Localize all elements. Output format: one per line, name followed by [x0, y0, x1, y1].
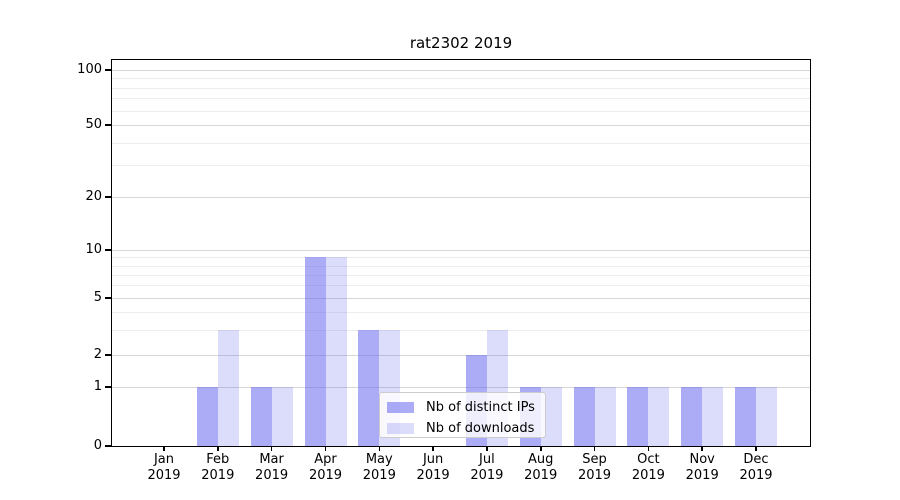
bar-downloads	[702, 387, 724, 446]
x-tick-label: Apr 2019	[308, 452, 343, 483]
bar-distinct-ips	[627, 387, 649, 446]
legend-item-downloads: Nb of downloads	[387, 420, 545, 436]
bar-downloads	[594, 387, 616, 446]
minor-gridline	[112, 87, 810, 89]
x-tick	[540, 446, 542, 451]
major-gridline	[112, 387, 810, 388]
y-tick-label: 5	[93, 290, 102, 305]
x-tick-label: Dec 2019	[739, 452, 773, 483]
x-tick	[217, 446, 219, 451]
x-tick-label: Jun 2019	[416, 452, 450, 483]
bar-distinct-ips	[250, 387, 272, 446]
major-gridline	[112, 355, 810, 356]
y-tick	[105, 196, 112, 198]
x-tick	[701, 446, 703, 451]
minor-gridline	[112, 329, 810, 331]
legend-item-distinct-ips: Nb of distinct IPs	[387, 399, 545, 415]
x-tick-label: Mar 2019	[255, 452, 289, 483]
x-tick	[163, 446, 165, 451]
minor-gridline	[112, 285, 810, 287]
y-tick	[105, 297, 112, 299]
x-tick	[378, 446, 380, 451]
major-gridline	[112, 250, 810, 251]
y-tick	[105, 386, 112, 388]
bar-downloads	[271, 387, 293, 446]
y-tick-label: 1	[93, 379, 102, 394]
y-tick-label: 2	[93, 347, 102, 362]
y-tick-label: 20	[85, 189, 102, 204]
x-tick-label: Jan 2019	[147, 452, 181, 483]
x-tick	[593, 446, 596, 451]
y-tick-label: 50	[85, 117, 102, 132]
x-tick-label: Feb 2019	[201, 452, 235, 483]
y-tick	[105, 249, 112, 251]
x-tick	[486, 446, 488, 451]
minor-gridline	[112, 110, 810, 112]
minor-gridline	[112, 257, 810, 259]
bar-downloads	[648, 387, 670, 446]
x-tick-label: Aug 2019	[524, 452, 558, 483]
y-tick	[105, 69, 112, 71]
major-gridline	[112, 298, 810, 299]
y-tick-label: 100	[77, 62, 102, 77]
bar-downloads	[217, 329, 239, 446]
minor-gridline	[112, 265, 810, 267]
bar-downloads	[325, 257, 347, 446]
x-tick-label: Oct 2019	[631, 452, 665, 483]
bar-distinct-ips	[196, 387, 218, 446]
x-tick-label: Sep 2019	[577, 452, 612, 483]
chart-title: rat2302 2019	[409, 34, 513, 52]
y-tick-label: 0	[93, 438, 102, 453]
legend: Nb of distinct IPs Nb of downloads	[379, 392, 546, 438]
y-tick	[105, 354, 112, 356]
x-tick	[270, 446, 273, 451]
minor-gridline	[112, 274, 810, 276]
bar-downloads	[756, 387, 777, 446]
minor-gridline	[112, 142, 810, 144]
bar-distinct-ips	[573, 387, 595, 446]
y-tick	[105, 124, 112, 126]
bar-distinct-ips	[735, 387, 756, 446]
x-tick	[755, 446, 757, 451]
minor-gridline	[112, 311, 810, 313]
legend-swatch-downloads	[387, 422, 414, 434]
x-tick-label: May 2019	[362, 452, 396, 483]
plot-area	[112, 60, 810, 446]
minor-gridline	[112, 98, 810, 100]
legend-label-distinct-ips: Nb of distinct IPs	[426, 399, 535, 415]
legend-swatch-distinct-ips	[387, 401, 414, 413]
minor-gridline	[112, 165, 810, 167]
legend-label-downloads: Nb of downloads	[426, 420, 535, 436]
x-tick	[647, 446, 650, 451]
x-tick	[324, 446, 327, 451]
major-gridline	[112, 197, 810, 198]
x-tick	[432, 446, 434, 451]
x-tick-label: Jul 2019	[470, 452, 504, 483]
y-tick	[105, 445, 112, 447]
major-gridline	[112, 70, 810, 71]
minor-gridline	[112, 78, 810, 80]
x-tick-label: Nov 2019	[685, 452, 719, 483]
major-gridline	[112, 125, 810, 126]
bar-distinct-ips	[304, 257, 326, 446]
bar-distinct-ips	[358, 329, 380, 446]
y-tick-label: 10	[85, 242, 102, 257]
bar-distinct-ips	[681, 387, 703, 446]
